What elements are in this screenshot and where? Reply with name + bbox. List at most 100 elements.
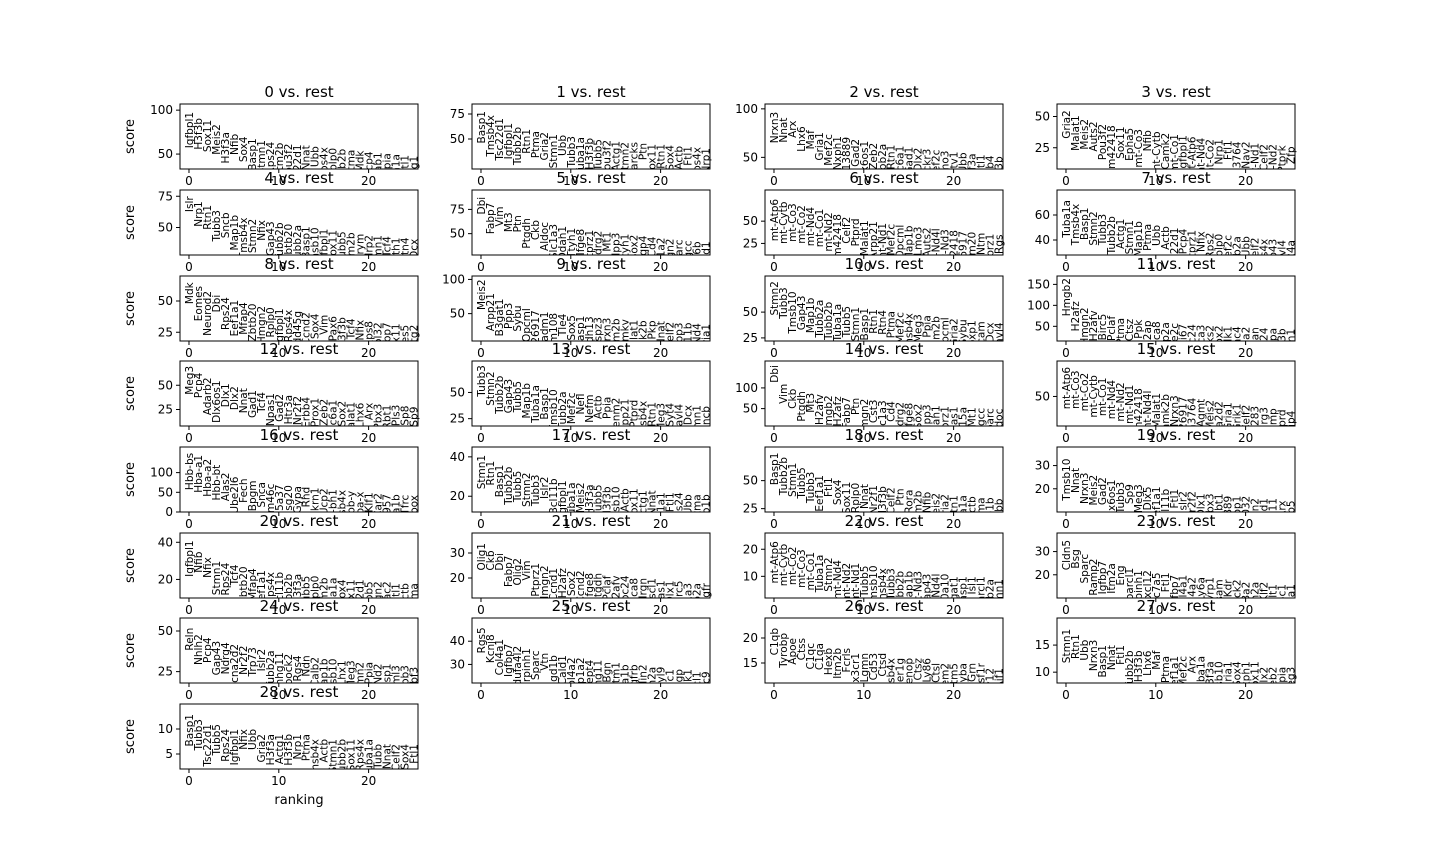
panel-title: 21 vs. rest (552, 512, 631, 530)
panel-title: 17 vs. rest (552, 426, 631, 444)
gene-label: Tubb2a (985, 579, 997, 618)
x-tick-label: 0 (1062, 174, 1070, 188)
gene-label: Stmn2 (355, 662, 367, 696)
gene-label: Stmn1 (373, 235, 385, 269)
gene-label: mt-Co1 (1097, 378, 1109, 417)
gene-label: Lhx6 (355, 402, 367, 428)
gene-label: Arx (364, 403, 376, 420)
gene-label: mt-Cytb (778, 544, 790, 587)
gene-label: Gpm6b (692, 241, 704, 280)
gene-label: Cx3cr1 (850, 653, 862, 690)
gene-label: Cdca8 (629, 578, 641, 611)
gene-label: Lgmn (859, 653, 871, 682)
gene-labels: mt-Atp6mt-Cytbmt-Co2mt-Co3mt-Co1Tuba1aSt… (769, 541, 1005, 618)
gene-label: Zbtb20 (238, 566, 250, 604)
gene-label: Dlx6os1 (211, 380, 223, 422)
panel-frame (179, 360, 419, 427)
gene-label: Kcnj8 (485, 634, 497, 663)
gene-label: Arpp21 (868, 221, 880, 259)
gene-label: Basp1 (1097, 645, 1109, 677)
x-tick-label: 20 (653, 431, 668, 445)
gene-label: Slc1a3 (683, 583, 695, 618)
gene-label: Basp1 (539, 387, 551, 419)
gene-label: Map1b (904, 225, 916, 261)
x-tick-label: 20 (1238, 174, 1253, 188)
panel-title: 24 vs. rest (260, 597, 339, 615)
gene-label: Ftl1 (1115, 645, 1127, 665)
gene-label: Map1b (319, 658, 331, 694)
panel-frame (179, 446, 419, 513)
gene-label: Ckb (787, 388, 799, 408)
gene-label: Ctsd (877, 653, 889, 677)
gene-label: Hba-a2 (202, 459, 214, 497)
gene-label: Nfix (1196, 231, 1208, 252)
x-tick-label: 0 (770, 346, 778, 360)
gene-label: Grm2b (611, 318, 623, 354)
gene-label: Nrp1 (193, 201, 205, 227)
gene-label: Zfp (1286, 146, 1298, 164)
panel-frame (179, 103, 419, 170)
gene-labels: Olig1CkbDbiFabp7Olig2VimPtprz1Hmgn2Ccnd1… (476, 543, 712, 618)
gene-label: mt-Co2 (787, 547, 799, 586)
gene-label: Ptprz1 (940, 406, 952, 440)
y-tick-label: 20 (450, 571, 465, 585)
y-tick-label: 50 (743, 474, 758, 488)
gene-label: Gm42418 (1133, 388, 1145, 440)
panel-title: 1 vs. rest (556, 83, 625, 101)
panel-24: 24 vs. rest 0 10 20 25 50 score RelnNhlh2Pcp4Ga… (123, 597, 420, 702)
gene-label: Car2 (373, 493, 385, 518)
gene-label: Fech (238, 479, 250, 503)
gene-label: Bcl11b (274, 572, 286, 608)
gene-label: Ppp3 (503, 303, 515, 329)
gene-labels: mt-Atp6mt-Co3mt-Co2mt-Cytbmt-Co1mt-Nd4mt… (1061, 367, 1297, 440)
x-tick-label: 10 (271, 688, 286, 702)
panel-frame (471, 103, 711, 170)
gene-label: Trem2 (940, 663, 952, 696)
panel-frame (764, 189, 1004, 256)
x-tick-label: 10 (856, 517, 871, 531)
gene-label: Slc6a1 (895, 146, 907, 181)
gene-labels: DbiVimCkbPtgdhMt3H2afvHmgb2H2afzFabp7Ptn… (769, 365, 1005, 440)
x-tick-label: 20 (653, 174, 668, 188)
y-tick-label: 20 (1035, 482, 1050, 496)
gene-label: Gria2 (1061, 110, 1073, 139)
gene-label: Meg3 (184, 366, 196, 395)
gene-label: Rtn1 (485, 461, 497, 486)
gene-label: Tsc22d1 (1169, 228, 1181, 272)
gene-label: Vim (778, 384, 790, 404)
panel-17: 17 vs. rest 0 10 20 20 40 Stmn1Rtn1Basp1Tubb2b… (450, 426, 712, 531)
gene-label: Meis2 (211, 124, 223, 155)
gene-label: Ramp2 (1088, 559, 1100, 596)
gene-label: Hmgn2 (256, 306, 268, 344)
gene-label: Birc5 (674, 581, 686, 608)
gene-label: Pglin2 (638, 664, 650, 696)
y-tick-label: 50 (158, 378, 173, 392)
gene-label: Mfge8 (904, 403, 916, 436)
gene-label: Dbi (211, 295, 223, 313)
gene-label: Mdk (355, 150, 367, 173)
gene-label: Hmgn2 (859, 399, 871, 437)
gene-label: Cldn2a (1250, 582, 1262, 619)
gene-label: Ly6c1 (1277, 584, 1289, 614)
y-tick-label: 100 (735, 102, 758, 116)
gene-label: Dlk1 (1223, 326, 1235, 350)
gene-label: Tmsb4x (904, 313, 916, 356)
gene-label: Pkp (647, 320, 659, 339)
gene-label: Cpox (409, 495, 421, 521)
panel-28: 28 vs. rest 0 10 20 5 10 score Basp1Tubb3Tsc22d… (123, 683, 420, 788)
gene-label: Cxcl12 (1142, 570, 1154, 605)
panel-title: 10 vs. rest (845, 255, 924, 273)
gene-label: Tubb3 (193, 719, 205, 752)
x-tick-label: 0 (770, 603, 778, 617)
gene-label: Ndrg4 (220, 642, 232, 674)
x-tick-label: 20 (361, 260, 376, 274)
y-tick-label: 25 (158, 665, 173, 679)
gene-label: H3f3a (220, 132, 232, 163)
y-tick-label: 40 (450, 634, 465, 648)
gene-label: Stmn2 (620, 142, 632, 176)
gene-label: Eef1a1 (656, 492, 668, 529)
gene-label: Col4a2 (566, 657, 578, 693)
y-tick-label: 20 (743, 542, 758, 556)
gene-label: Tubb2b (503, 466, 515, 505)
